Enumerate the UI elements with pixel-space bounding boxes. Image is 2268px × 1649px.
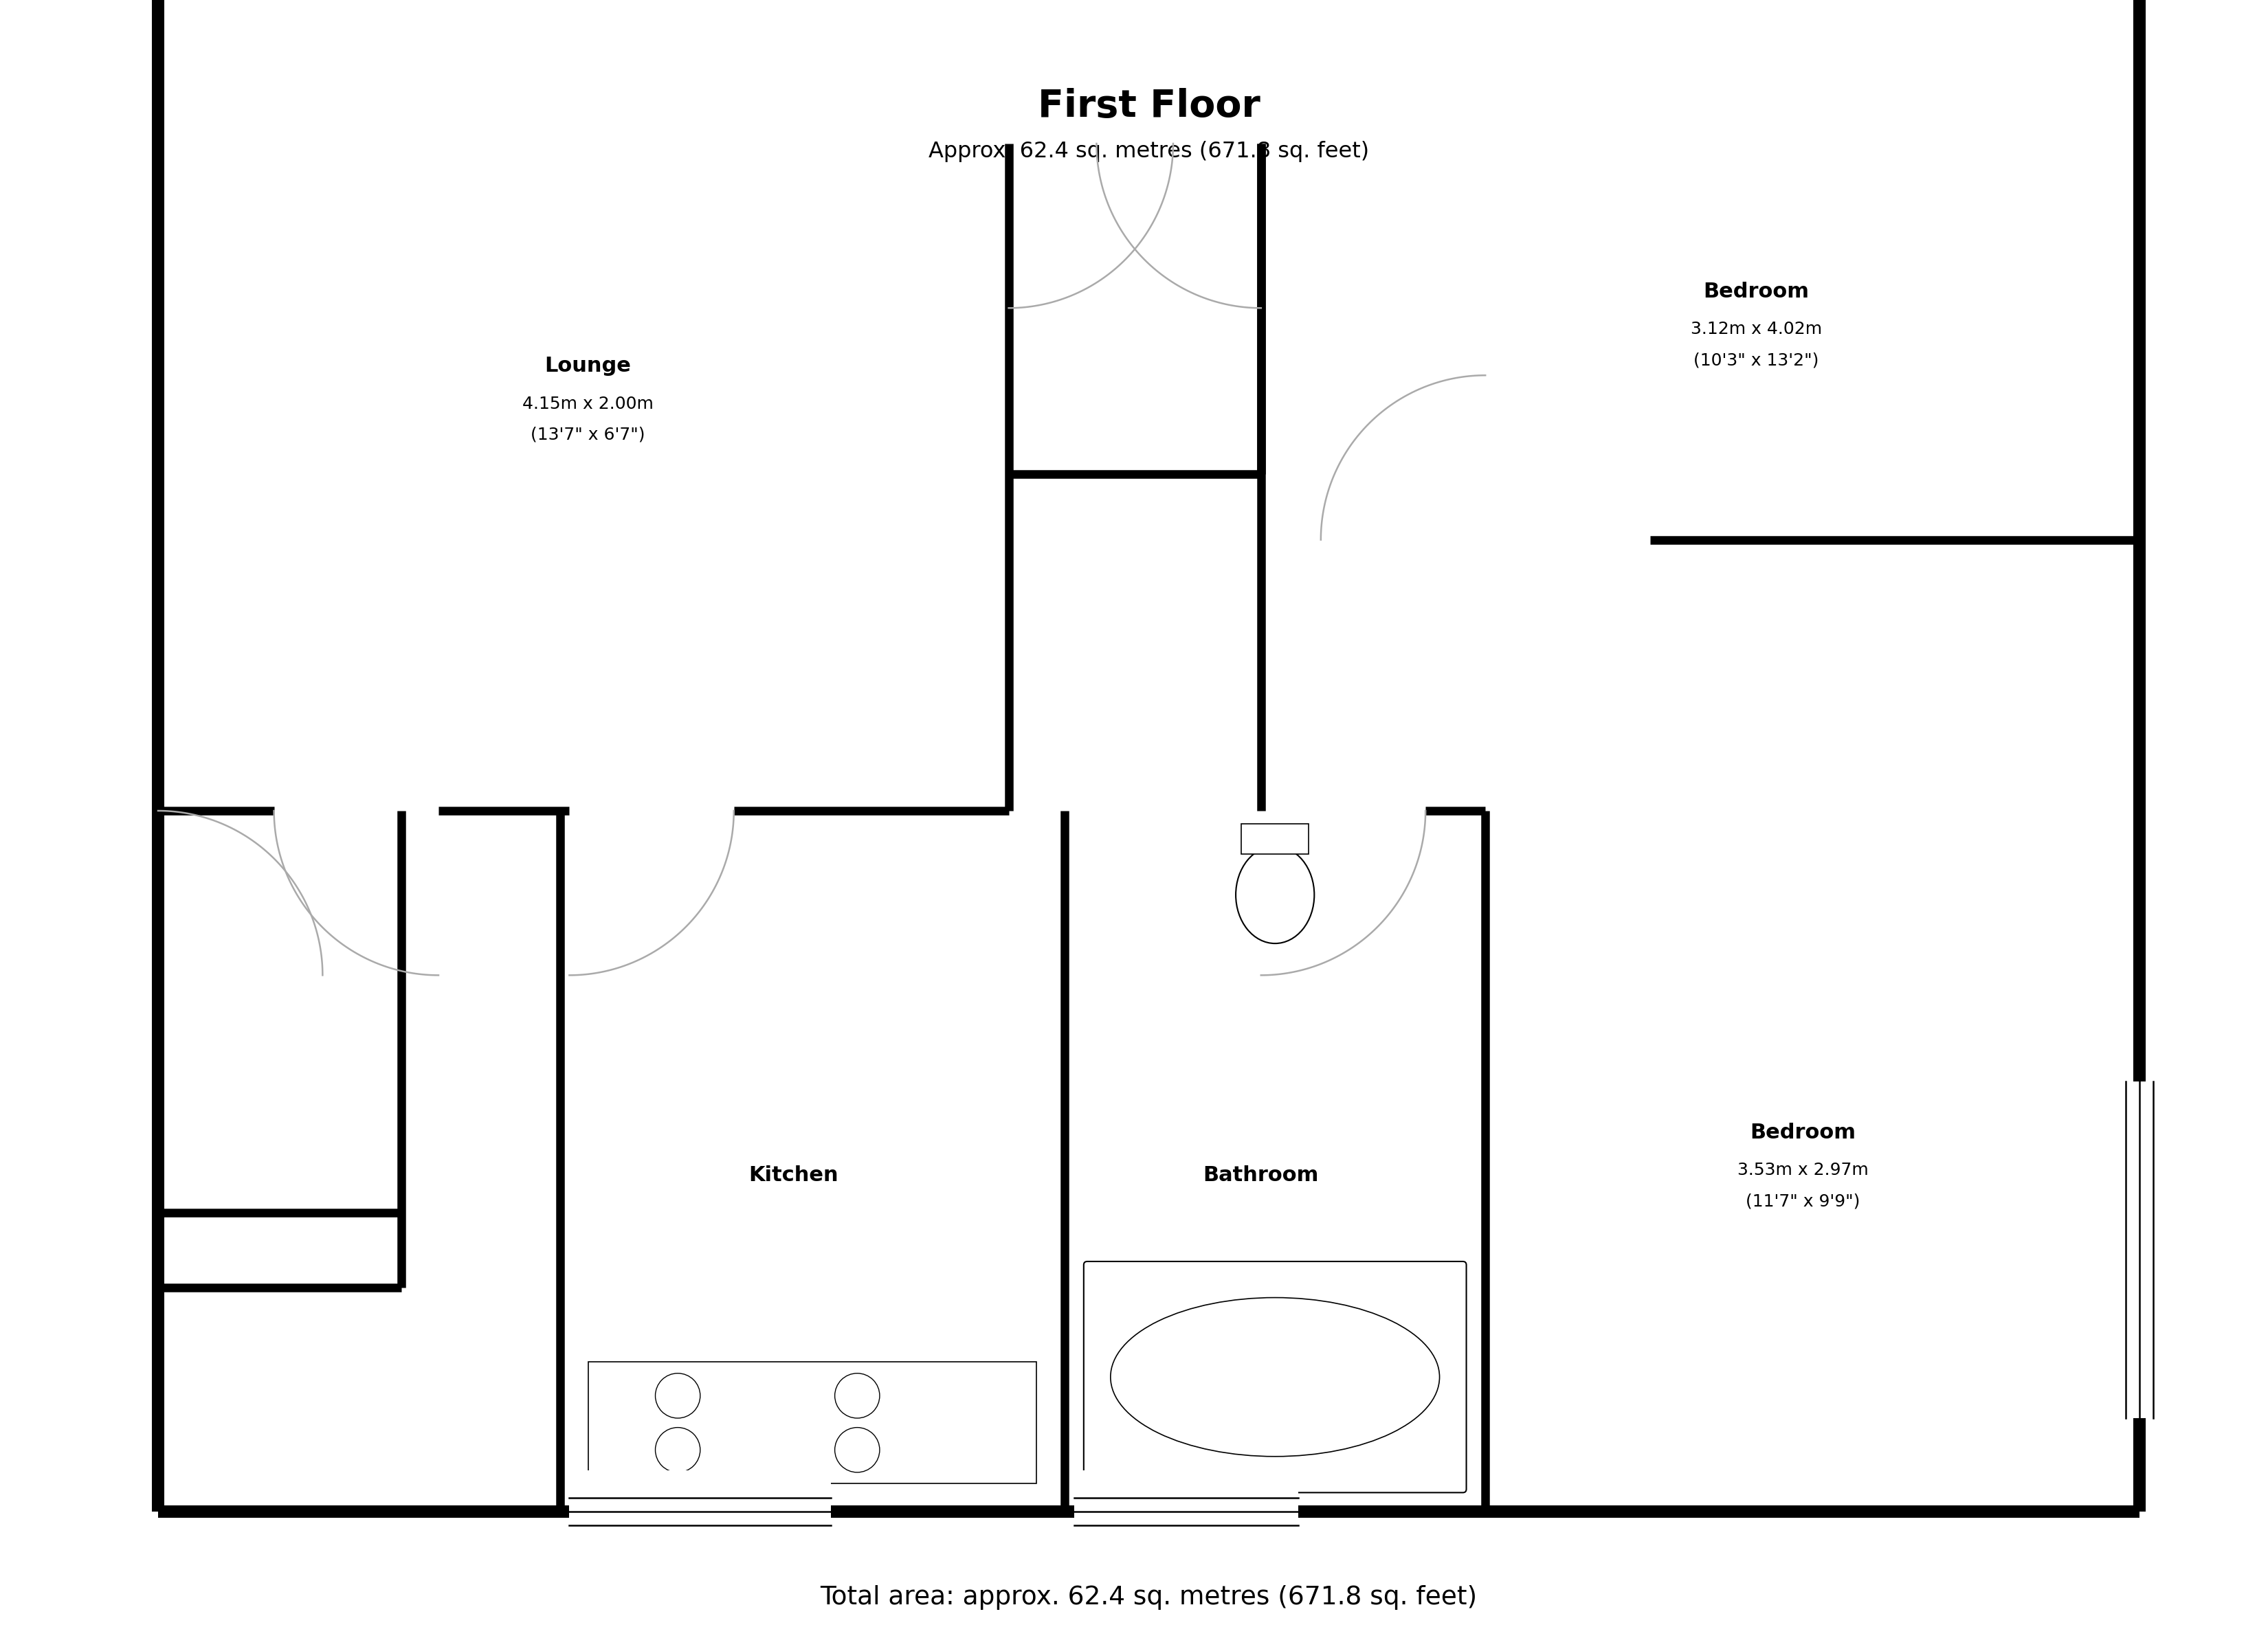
Bar [1009, 0, 1458, 20]
Text: Lounge: Lounge [544, 356, 631, 376]
Bar [1075, 1471, 1297, 1553]
Bar [1241, 824, 1309, 854]
Text: First Floor: First Floor [1036, 87, 1261, 125]
Circle shape [835, 1374, 880, 1418]
Ellipse shape [1111, 1298, 1440, 1456]
Circle shape [655, 1374, 701, 1418]
Text: Bathroom: Bathroom [1202, 1166, 1320, 1186]
Text: (13'7" x 6'7"): (13'7" x 6'7") [531, 427, 646, 444]
Text: Kitchen: Kitchen [748, 1166, 839, 1186]
Circle shape [655, 1428, 701, 1473]
Text: 3.53m x 2.97m: 3.53m x 2.97m [1737, 1163, 1869, 1179]
FancyBboxPatch shape [1084, 1261, 1467, 1492]
Bar [256, 0, 596, 20]
Bar [159, 0, 2139, 1512]
Text: Approx. 62.4 sq. metres (671.8 sq. feet): Approx. 62.4 sq. metres (671.8 sq. feet) [928, 140, 1370, 162]
Bar [2098, 1082, 2182, 1418]
Text: Total area: approx. 62.4 sq. metres (671.8 sq. feet): Total area: approx. 62.4 sq. metres (671… [821, 1585, 1476, 1609]
Text: (11'7" x 9'9"): (11'7" x 9'9") [1746, 1192, 1860, 1209]
Text: Bedroom: Bedroom [1703, 282, 1810, 302]
Ellipse shape [1236, 846, 1313, 943]
Circle shape [835, 1428, 880, 1473]
Text: (10'3" x 13'2"): (10'3" x 13'2") [1694, 351, 1819, 368]
Bar [587, 1362, 1036, 1484]
Text: 4.15m x 2.00m: 4.15m x 2.00m [522, 396, 653, 412]
Text: Bedroom: Bedroom [1751, 1123, 1855, 1143]
Bar [569, 1471, 830, 1553]
Text: 3.12m x 4.02m: 3.12m x 4.02m [1690, 322, 1821, 338]
